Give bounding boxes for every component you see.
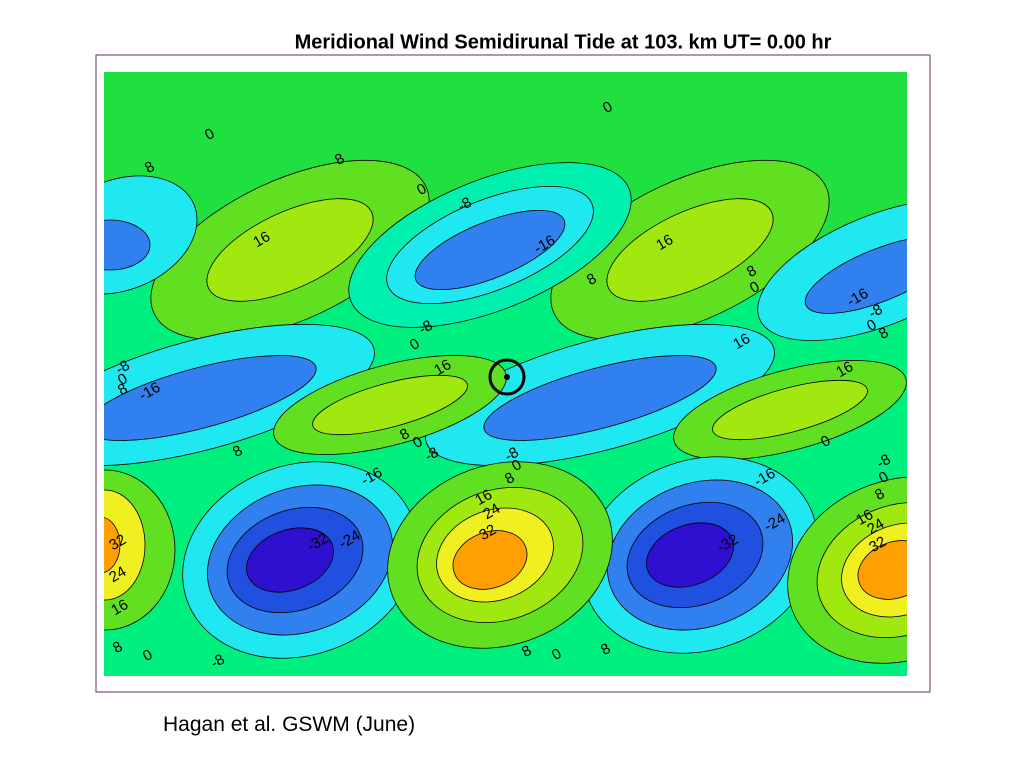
contour-label: 24 bbox=[480, 500, 503, 523]
contour-label: 16 bbox=[431, 356, 454, 379]
contour-label: 32 bbox=[866, 533, 889, 556]
contour-field bbox=[104, 72, 907, 676]
caption: Hagan et al. GSWM (June) bbox=[163, 713, 416, 736]
contour-label: 24 bbox=[106, 563, 129, 586]
contour-label: 32 bbox=[476, 521, 499, 544]
contour-label: 16 bbox=[653, 231, 676, 254]
contour-label: 16 bbox=[108, 596, 131, 619]
contour-label: 32 bbox=[106, 531, 129, 554]
contour-label: 16 bbox=[472, 486, 495, 509]
contour-label: 16 bbox=[250, 228, 273, 251]
contour-label: 16 bbox=[833, 358, 856, 381]
contour-label: 24 bbox=[864, 515, 887, 538]
frame bbox=[95, 54, 931, 693]
contour-label: 16 bbox=[853, 506, 876, 529]
marker bbox=[488, 358, 526, 396]
map-title: Meridional Wind Semidirunal Tide at 103.… bbox=[295, 31, 832, 53]
contour-label: 16 bbox=[730, 330, 753, 353]
